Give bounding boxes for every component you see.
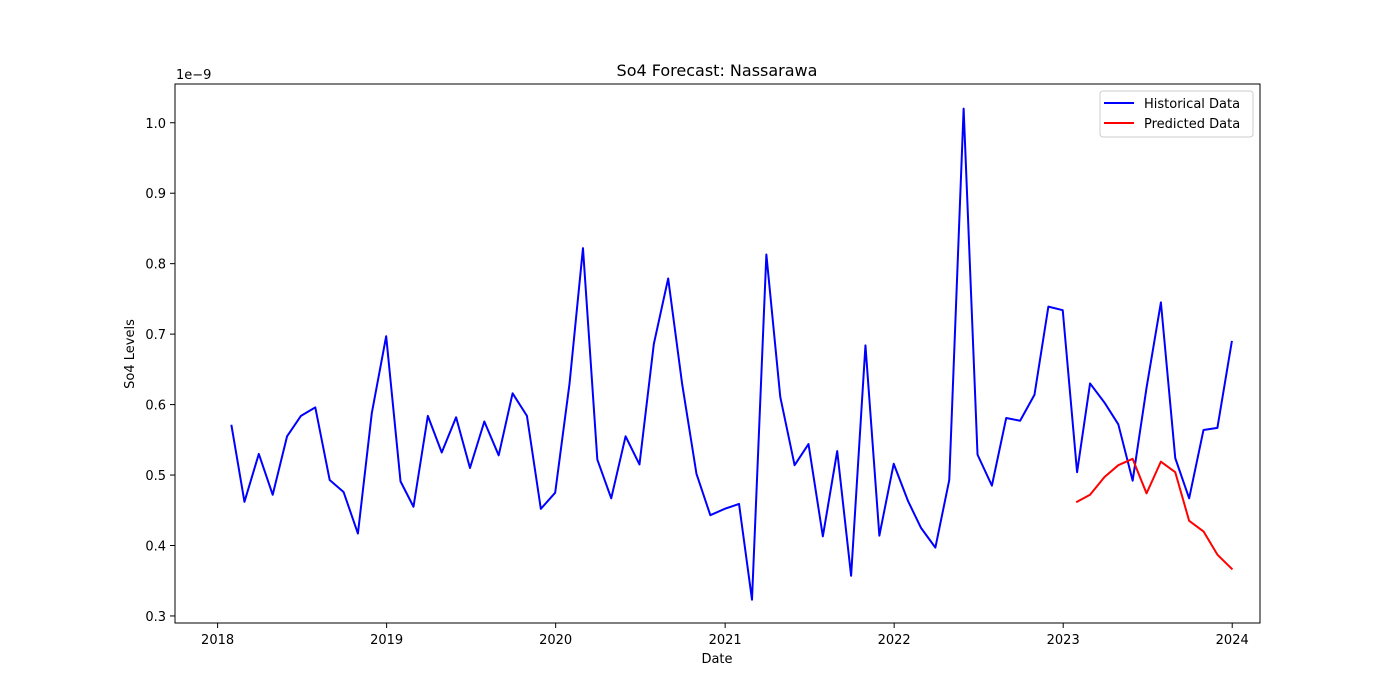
y-tick-label: 0.4 xyxy=(145,539,166,554)
predicted-data-line xyxy=(1075,457,1234,571)
legend-label-historical: Historical Data xyxy=(1144,97,1240,112)
y-tick-label: 0.6 xyxy=(145,399,166,414)
legend: Historical Data Predicted Data xyxy=(1099,90,1254,138)
historical-data-line xyxy=(230,107,1233,601)
y-axis-label: So4 Levels xyxy=(123,319,138,389)
legend-label-predicted: Predicted Data xyxy=(1144,117,1240,132)
y-axis: 0.3 0.4 0.5 0.6 0.7 0.8 0.9 1.0 xyxy=(145,117,175,625)
series-layer xyxy=(230,107,1234,601)
x-tick-label: 2023 xyxy=(1047,633,1080,648)
x-tick-label: 2018 xyxy=(201,633,234,648)
x-tick-label: 2021 xyxy=(709,633,742,648)
y-tick-label: 0.7 xyxy=(145,328,166,343)
y-tick-label: 0.5 xyxy=(145,469,166,484)
x-tick-label: 2020 xyxy=(539,633,572,648)
chart-title: So4 Forecast: Nassarawa xyxy=(617,61,818,80)
y-tick-label: 1.0 xyxy=(145,117,166,132)
legend-box xyxy=(1099,90,1254,138)
y-tick-label: 0.9 xyxy=(145,187,166,202)
plot-frame xyxy=(174,83,1261,624)
x-tick-label: 2022 xyxy=(878,633,911,648)
y-tick-label: 0.3 xyxy=(145,610,166,625)
x-tick-label: 2024 xyxy=(1216,633,1249,648)
x-tick-label: 2019 xyxy=(370,633,403,648)
x-axis: 2018 2019 2020 2021 2022 2023 2024 xyxy=(201,623,1249,648)
y-offset-label: 1e−9 xyxy=(176,68,211,83)
y-tick-label: 0.8 xyxy=(145,258,166,273)
plot-area xyxy=(174,83,1261,624)
x-axis-label: Date xyxy=(701,652,732,667)
